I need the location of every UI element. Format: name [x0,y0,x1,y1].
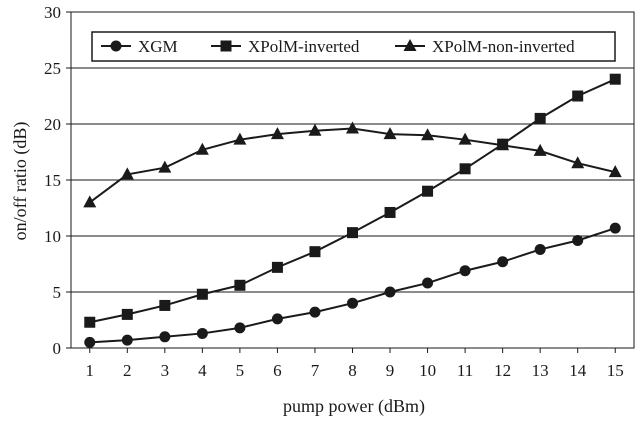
x-tick-label: 7 [311,361,320,380]
y-tick-label: 20 [44,115,61,134]
legend-label: XPolM-inverted [248,37,360,56]
data-point-square [572,90,584,102]
data-point-triangle [571,156,585,169]
data-point-square [422,185,434,197]
data-point-square [459,163,471,175]
x-tick-label: 2 [123,361,132,380]
x-tick-label: 4 [198,361,207,380]
y-tick-label: 0 [53,339,62,358]
data-point-square [196,288,208,300]
legend-label: XGM [138,37,178,56]
y-axis-title: on/off ratio (dB) [10,122,31,241]
data-point-circle [121,334,133,346]
data-point-triangle [383,127,397,140]
data-point-circle [459,265,471,277]
data-point-triangle [270,127,284,140]
data-point-circle [534,243,546,255]
data-point-square [309,246,321,258]
data-point-triangle [421,128,435,141]
y-tick-label: 25 [44,59,61,78]
x-tick-label: 12 [494,361,511,380]
x-axis-title: pump power (dBm) [283,396,425,417]
legend-label: XPolM-non-inverted [432,37,575,56]
legend-box [91,31,616,62]
data-point-circle [572,234,584,246]
y-tick-label: 30 [44,3,61,22]
data-point-circle [609,222,621,234]
x-tick-label: 5 [236,361,245,380]
data-point-triangle [496,138,510,151]
x-tick-label: 13 [532,361,549,380]
x-tick-label: 1 [86,361,95,380]
data-point-square [234,279,246,291]
data-point-triangle [346,121,359,134]
y-tick-label: 15 [44,171,61,190]
legend-marker-triangle [403,39,417,51]
data-point-square [384,206,396,218]
data-point-triangle [533,143,547,156]
data-point-triangle [233,132,247,145]
legend-marker-square [220,40,232,52]
series-line-circle [89,227,616,344]
x-tick-label: 15 [607,361,624,380]
legend-marker-circle [110,40,122,52]
series-layer [83,73,622,348]
data-point-triangle [608,165,622,178]
legend: XGM XPolM-inverted XPolM-non-inverted [91,31,616,62]
data-point-triangle [308,123,322,136]
data-point-triangle [458,132,472,145]
data-point-square [84,316,96,328]
x-tick-label: 10 [419,361,436,380]
data-point-square [347,227,358,239]
data-point-circle [234,322,246,334]
x-tick-label: 9 [386,361,395,380]
x-tick-label: 3 [161,361,170,380]
x-tick-label: 11 [457,361,473,380]
data-point-square [271,261,283,273]
x-tick-label: 14 [569,361,587,380]
data-point-square [159,299,171,311]
grid-layer [71,67,634,293]
data-point-circle [422,277,434,289]
data-point-circle [347,297,358,309]
x-tick-label: 8 [348,361,357,380]
data-point-circle [309,306,321,318]
data-point-circle [159,331,171,343]
series-line-triangle [89,127,616,204]
y-tick-label: 10 [44,227,61,246]
data-point-circle [497,256,509,268]
data-point-triangle [120,167,134,180]
data-point-square [534,112,546,124]
x-tick-label: 6 [273,361,282,380]
data-point-circle [384,286,396,298]
data-point-triangle [158,160,172,173]
data-point-circle [271,313,283,325]
data-point-triangle [83,195,97,208]
y-tick-label: 5 [53,283,62,302]
data-point-circle [196,327,208,339]
data-point-square [121,308,133,320]
data-point-triangle [195,142,209,155]
data-point-circle [84,336,96,348]
data-point-square [609,73,621,85]
